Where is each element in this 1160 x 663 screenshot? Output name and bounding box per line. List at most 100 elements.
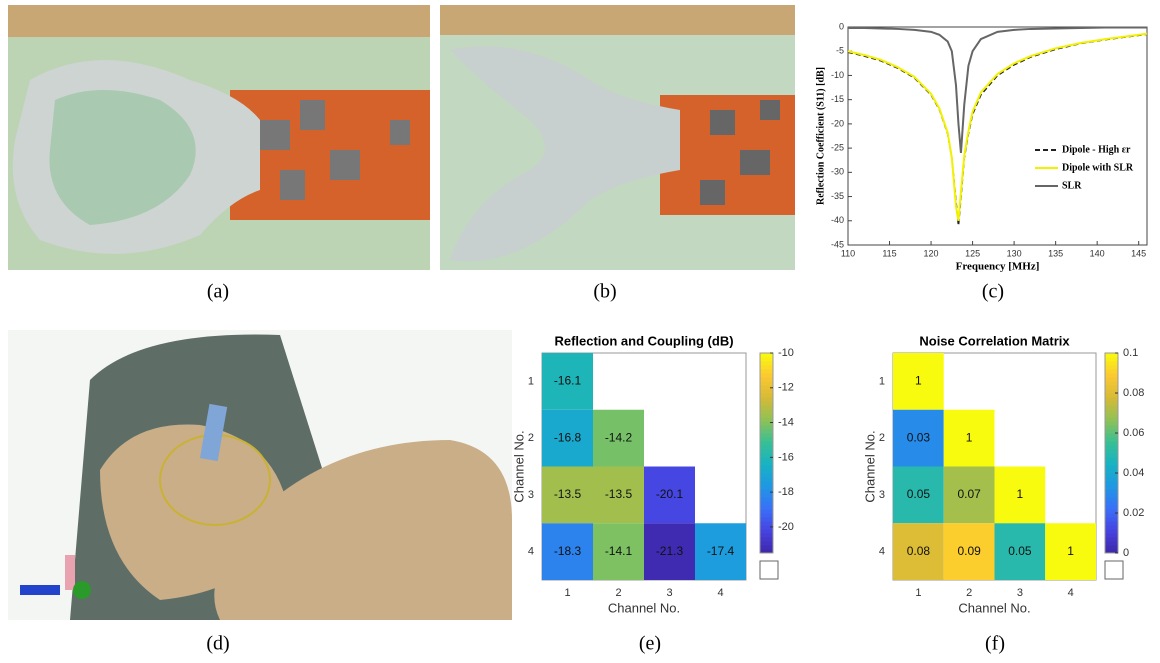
chart-title: Noise Correlation Matrix (919, 333, 1070, 348)
colorbar-step (760, 421, 773, 426)
colorbar-step (760, 377, 773, 382)
figure: (a) (b) (c) (d) (e) (f) 1101151201251301… (0, 0, 1160, 663)
colorbar-step (760, 501, 773, 506)
cell-label: -16.1 (554, 374, 582, 388)
x-tick-label: 130 (1007, 248, 1022, 258)
colorbar-step (760, 537, 773, 542)
cell-label: -17.4 (707, 544, 735, 558)
y-tick-label: -30 (831, 167, 844, 177)
colorbar-step (1105, 489, 1118, 494)
colorbar-step (760, 397, 773, 402)
x-tick-label: 1 (915, 587, 921, 599)
y-tick-label: 2 (879, 432, 885, 444)
y-tick-label: -25 (831, 142, 844, 152)
colorbar-step (1105, 385, 1118, 390)
colorbar-step (1105, 501, 1118, 506)
colorbar-step (760, 521, 773, 526)
colorbar-step (760, 393, 773, 398)
colorbar-tick-label: -16 (778, 451, 794, 463)
cell-label: -18.3 (554, 544, 582, 558)
colorbar-step (1105, 545, 1118, 550)
cell-label: 0.03 (907, 430, 931, 444)
colorbar-tick-label: -12 (778, 382, 794, 394)
colorbar-nan (760, 561, 778, 579)
colorbar-step (1105, 485, 1118, 490)
colorbar-step (1105, 465, 1118, 470)
colorbar-nan (1105, 561, 1123, 579)
colorbar-step (1105, 405, 1118, 410)
caption: (c) (982, 281, 1004, 303)
x-axis-label: Channel No. (608, 600, 680, 615)
y-tick-label: 2 (528, 432, 534, 444)
y-tick-label: 3 (879, 489, 885, 501)
colorbar-step (760, 513, 773, 518)
colorbar-step (1105, 421, 1118, 426)
x-tick-label: 145 (1131, 248, 1146, 258)
caption: (a) (207, 281, 229, 303)
x-tick-label: 2 (966, 587, 972, 599)
cell-label: 0.05 (1008, 544, 1032, 558)
colorbar-step (1105, 477, 1118, 482)
colorbar-step (1105, 393, 1118, 398)
colorbar-step (760, 433, 773, 438)
colorbar-step (760, 545, 773, 550)
colorbar-step (760, 365, 773, 370)
plot-area (848, 27, 1147, 245)
x-tick-label: 135 (1048, 248, 1063, 258)
colorbar-step (1105, 497, 1118, 502)
cell-label: 0.05 (907, 487, 931, 501)
colorbar-step (760, 469, 773, 474)
colorbar-step (1105, 461, 1118, 466)
colorbar-step (760, 481, 773, 486)
colorbar-step (1105, 377, 1118, 382)
y-tick-label: 4 (528, 546, 534, 558)
colorbar-step (760, 381, 773, 386)
y-tick-label: -20 (831, 118, 844, 128)
y-tick-label: 3 (528, 489, 534, 501)
colorbar-step (1105, 441, 1118, 446)
colorbar-step (760, 529, 773, 534)
colorbar-step (1105, 401, 1118, 406)
y-tick-label: -40 (831, 215, 844, 225)
y-tick-label: 1 (528, 375, 534, 387)
legend-label: SLR (1062, 180, 1082, 191)
colorbar-tick-label: -18 (778, 486, 794, 498)
colorbar-step (760, 353, 773, 358)
colorbar-step (760, 385, 773, 390)
colorbar-step (1105, 353, 1118, 358)
y-tick-label: -45 (831, 239, 844, 249)
colorbar-step (1105, 449, 1118, 454)
legend-label: Dipole - High εr (1062, 144, 1131, 155)
cell-label: -20.1 (656, 487, 684, 501)
x-tick-label: 110 (841, 248, 855, 258)
x-tick-label: 120 (924, 248, 939, 258)
x-tick-label: 125 (965, 248, 980, 258)
colorbar-step (1105, 433, 1118, 438)
cell-label: -16.8 (554, 430, 582, 444)
colorbar-tick-label: 0.02 (1123, 507, 1144, 519)
colorbar-step (1105, 517, 1118, 522)
colorbar-tick-label: 0.04 (1123, 467, 1144, 479)
colorbar-step (1105, 505, 1118, 510)
x-tick-label: 115 (882, 248, 896, 258)
colorbar-step (1105, 437, 1118, 442)
colorbar-step (760, 409, 773, 414)
cell-label: -21.3 (656, 544, 684, 558)
colorbar-step (1105, 365, 1118, 370)
x-tick-label: 2 (615, 587, 621, 599)
colorbar-step (760, 449, 773, 454)
y-axis-label: Channel No. (862, 430, 877, 502)
cell-label: 1 (1067, 544, 1074, 558)
caption: (f) (985, 633, 1005, 655)
colorbar-step (760, 489, 773, 494)
cell-label: -13.5 (605, 487, 633, 501)
y-tick-label: 1 (879, 375, 885, 387)
colorbar-step (760, 477, 773, 482)
colorbar-step (1105, 397, 1118, 402)
colorbar-tick-label: 0.06 (1123, 427, 1144, 439)
colorbar-step (1105, 537, 1118, 542)
colorbar-step (760, 361, 773, 366)
colorbar-step (760, 533, 773, 538)
colorbar-step (760, 497, 773, 502)
colorbar-step (1105, 357, 1118, 362)
